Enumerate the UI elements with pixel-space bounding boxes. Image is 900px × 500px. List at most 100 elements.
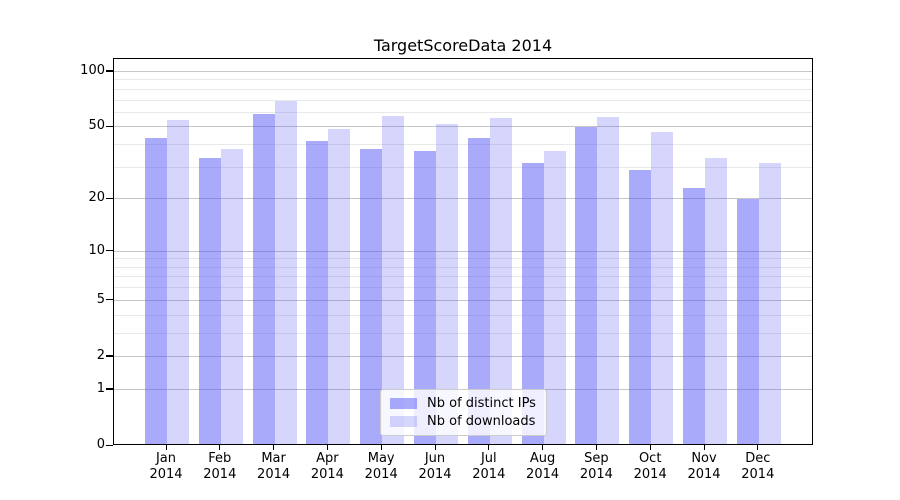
x-tick-mark xyxy=(434,445,436,450)
x-tick-label: Feb 2014 xyxy=(188,451,252,483)
minor-gridline xyxy=(114,144,812,146)
x-tick-label-line: 2014 xyxy=(310,467,344,482)
bar-distinct-ips-feb xyxy=(198,157,221,444)
legend-label-downloads: Nb of downloads xyxy=(427,414,536,430)
minor-gridline xyxy=(114,332,812,334)
bar-distinct-ips-jan xyxy=(145,137,167,444)
y-tick-mark xyxy=(106,250,113,252)
x-tick-label: Oct 2014 xyxy=(618,451,682,483)
minor-gridline xyxy=(114,258,812,260)
x-tick-label-line: 2014 xyxy=(257,467,291,482)
y-tick-mark xyxy=(106,125,113,128)
y-tick-label: 5 xyxy=(96,291,105,307)
y-tick-label: 0 xyxy=(96,437,105,452)
bar-distinct-ips-nov xyxy=(683,188,705,444)
x-tick-label: Nov 2014 xyxy=(672,451,736,483)
x-tick-label: Dec 2014 xyxy=(726,451,790,483)
bar-distinct-ips-dec xyxy=(736,199,759,444)
x-tick-mark xyxy=(488,445,490,450)
x-tick-label-line: Jan xyxy=(155,451,177,466)
bar-downloads-feb xyxy=(220,149,243,444)
x-tick-label-line: 2014 xyxy=(579,467,613,482)
x-tick-label-line: Jul xyxy=(480,451,497,466)
y-tick-mark xyxy=(106,388,113,390)
x-tick-label: Jun 2014 xyxy=(403,451,467,483)
x-tick-label-line: 2014 xyxy=(526,467,560,482)
bar-distinct-ips-mar xyxy=(252,114,275,444)
bar-downloads-nov xyxy=(705,157,727,444)
y-tick-label: 20 xyxy=(88,190,105,206)
minor-gridline xyxy=(114,99,812,101)
x-tick-label: Aug 2014 xyxy=(511,451,575,483)
y-tick-mark xyxy=(106,197,113,199)
y-tick-mark xyxy=(106,299,113,301)
major-gridline xyxy=(114,250,812,252)
y-tick-label: 100 xyxy=(80,62,105,78)
minor-gridline xyxy=(114,88,812,90)
x-tick-label-line: Aug xyxy=(529,451,556,466)
x-tick-mark xyxy=(380,445,382,450)
major-gridline xyxy=(114,126,812,128)
legend-swatch-distinct-ips xyxy=(390,397,417,409)
bar-downloads-oct xyxy=(651,132,674,444)
bar-downloads-apr xyxy=(328,128,351,444)
major-gridline xyxy=(114,198,812,200)
legend-entry-distinct-ips: Nb of distinct IPs xyxy=(390,396,537,411)
legend: Nb of distinct IPs Nb of downloads xyxy=(380,389,547,436)
x-tick-mark xyxy=(219,445,221,450)
bar-distinct-ips-aug xyxy=(521,162,544,444)
x-tick-label-line: 2014 xyxy=(687,467,721,482)
x-tick-label-line: 2014 xyxy=(741,467,775,482)
x-tick-label: Jan 2014 xyxy=(134,451,198,483)
major-gridline xyxy=(114,355,812,357)
x-tick-mark xyxy=(165,445,167,450)
bar-distinct-ips-jun xyxy=(414,151,436,444)
x-tick-label-line: 2014 xyxy=(149,467,183,482)
minor-gridline xyxy=(114,166,812,168)
bar-distinct-ips-apr xyxy=(306,141,329,444)
legend-label-distinct-ips: Nb of distinct IPs xyxy=(427,395,536,411)
bar-downloads-jan xyxy=(167,119,189,444)
minor-gridline xyxy=(114,276,812,278)
x-tick-label-line: Sep xyxy=(584,451,609,466)
bar-downloads-aug xyxy=(543,151,566,444)
x-tick-label-line: Apr xyxy=(316,451,339,466)
bar-downloads-jul xyxy=(489,118,512,444)
x-tick-label: Mar 2014 xyxy=(242,451,306,483)
y-tick-label: 2 xyxy=(96,347,105,363)
plot-area xyxy=(113,58,813,445)
x-tick-mark xyxy=(595,445,598,450)
x-tick-label-line: May xyxy=(367,451,395,466)
x-tick-label-line: Nov xyxy=(691,451,717,466)
minor-gridline xyxy=(114,314,812,316)
major-gridline xyxy=(114,70,812,72)
bar-distinct-ips-may xyxy=(360,149,383,444)
y-tick-label: 50 xyxy=(88,118,105,134)
x-tick-label-line: Feb xyxy=(208,451,232,466)
x-tick-label-line: 2014 xyxy=(472,467,506,482)
x-tick-mark xyxy=(273,445,275,450)
bar-downloads-may xyxy=(382,115,405,444)
minor-gridline xyxy=(114,287,812,289)
y-tick-label: 10 xyxy=(88,242,105,258)
x-tick-label: May 2014 xyxy=(349,451,413,483)
bar-downloads-sep xyxy=(597,116,620,444)
x-tick-mark xyxy=(757,445,759,450)
x-tick-mark xyxy=(703,445,705,450)
y-tick-mark xyxy=(106,355,113,357)
x-tick-label: Apr 2014 xyxy=(295,451,359,483)
bar-downloads-dec xyxy=(758,162,781,444)
x-tick-label-line: Mar xyxy=(261,451,286,466)
bar-downloads-mar xyxy=(274,100,297,444)
major-gridline xyxy=(114,299,812,301)
x-tick-mark xyxy=(326,445,329,450)
chart-title: TargetScoreData 2014 xyxy=(373,36,553,55)
legend-swatch-downloads xyxy=(390,416,417,428)
x-tick-label-line: 2014 xyxy=(418,467,452,482)
x-tick-label-line: 2014 xyxy=(633,467,667,482)
x-tick-label-line: 2014 xyxy=(364,467,398,482)
x-tick-label: Sep 2014 xyxy=(564,451,628,483)
bar-distinct-ips-jul xyxy=(467,137,490,444)
x-tick-mark xyxy=(649,445,651,450)
